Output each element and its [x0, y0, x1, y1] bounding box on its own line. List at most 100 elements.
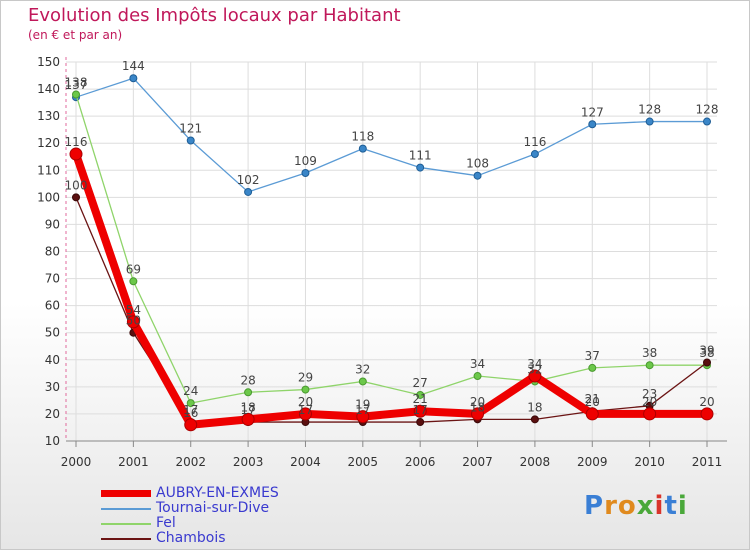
data-point-0 [356, 410, 370, 424]
data-point-1 [301, 168, 310, 177]
logo-letter: i [677, 491, 688, 521]
x-tick-label: 2004 [290, 455, 321, 469]
data-point-1 [645, 117, 654, 126]
data-label-2: 29 [298, 371, 313, 385]
x-tick-label: 2000 [61, 455, 92, 469]
x-tick-label: 2011 [692, 455, 723, 469]
data-point-1 [473, 171, 482, 180]
legend-item-tournai: Tournai-sur-Dive [101, 500, 401, 516]
data-label-3: 50 [126, 314, 141, 328]
x-tick-label: 2002 [175, 455, 206, 469]
data-point-0 [184, 418, 198, 432]
x-tick-label: 2005 [348, 455, 379, 469]
series-line-2 [75, 93, 708, 404]
data-label-1: 144 [122, 59, 145, 73]
data-label-0: 20 [699, 395, 714, 409]
legend: AUBRY-EN-EXMES Tournai-sur-Dive Fel Cham… [101, 485, 401, 546]
x-tick-label: 2007 [462, 455, 493, 469]
data-label-3: 100 [65, 178, 88, 192]
chart-subtitle: (en € et par an) [28, 28, 123, 42]
data-point-0 [643, 407, 657, 421]
data-label-2: 69 [126, 262, 141, 276]
x-tick-label: 2009 [577, 455, 608, 469]
logo-letter: t [664, 491, 678, 521]
data-label-3: 23 [642, 387, 657, 401]
legend-item-chambois: Chambois [101, 530, 401, 546]
data-point-0 [471, 407, 485, 421]
data-label-2: 32 [527, 362, 542, 376]
axis-layer: 10 20 30 40 50 60 70 80 90 100 110 120 130 140 150 2000… [37, 55, 727, 469]
data-label-1: 116 [523, 135, 546, 149]
y-tick-label: 80 [45, 245, 60, 259]
data-label-1: 127 [581, 105, 604, 119]
x-tick-label: 2003 [233, 455, 264, 469]
data-point-3 [703, 358, 711, 367]
data-point-2 [358, 377, 367, 386]
data-label-2: 138 [65, 75, 88, 89]
data-label-0: 20 [470, 395, 485, 409]
data-point-0 [126, 315, 140, 329]
data-label-0: 20 [298, 395, 313, 409]
legend-swatch-aubry [101, 490, 151, 497]
data-label-3: 17 [183, 403, 198, 417]
data-point-2 [301, 385, 310, 394]
logo-letter: i [654, 491, 665, 521]
data-label-0: 20 [642, 395, 657, 409]
data-label-0: 16 [183, 406, 198, 420]
data-point-0 [700, 407, 714, 421]
data-point-3 [530, 415, 539, 424]
legend-item-fel: Fel [101, 515, 401, 531]
y-tick-label: 120 [37, 136, 60, 150]
y-tick-label: 70 [45, 272, 60, 286]
x-tick-label: 2010 [634, 455, 665, 469]
data-label-2: 38 [642, 346, 657, 360]
data-label-3: 18 [470, 400, 485, 414]
data-label-0: 19 [355, 398, 370, 412]
data-point-3 [72, 193, 80, 202]
data-label-1: 137 [65, 78, 88, 92]
proxiti-logo: Proxiti [584, 491, 688, 521]
logo-letter: r [604, 491, 618, 521]
data-point-2 [473, 372, 482, 381]
data-point-1 [588, 120, 597, 129]
data-label-3: 39 [699, 343, 714, 357]
data-point-1 [530, 150, 539, 159]
y-tick-label: 130 [37, 109, 60, 123]
data-point-0 [241, 412, 255, 426]
data-point-1 [129, 74, 138, 83]
data-label-3: 17 [240, 403, 255, 417]
y-tick-label: 20 [45, 407, 60, 421]
data-label-3: 17 [413, 403, 428, 417]
data-label-2: 32 [355, 362, 370, 376]
x-tick-label: 2008 [520, 455, 551, 469]
data-label-1: 102 [237, 173, 260, 187]
data-point-2 [72, 90, 80, 99]
data-point-1 [416, 163, 425, 172]
data-label-3: 17 [355, 403, 370, 417]
chart-title: Evolution des Impôts locaux par Habitant [28, 5, 401, 26]
data-label-1: 109 [294, 154, 317, 168]
legend-label-aubry: AUBRY-EN-EXMES [156, 485, 279, 501]
label-layer: 137 144 121 102 109 118 111 108 116 127 128 128 138 6… [65, 59, 719, 420]
data-point-0 [413, 404, 427, 418]
data-label-1: 128 [696, 103, 719, 117]
data-label-2: 28 [240, 373, 255, 387]
legend-label-tournai: Tournai-sur-Dive [156, 500, 270, 516]
y-tick-label: 110 [37, 163, 60, 177]
data-label-1: 128 [638, 103, 661, 117]
logo-letter: x [636, 491, 655, 521]
data-point-0 [298, 407, 312, 421]
data-point-0 [69, 147, 83, 161]
data-label-3: 21 [585, 392, 600, 406]
data-label-2: 24 [183, 384, 198, 398]
data-label-2: 37 [585, 349, 600, 363]
legend-swatch-chambois [101, 538, 151, 540]
legend-item-aubry: AUBRY-EN-EXMES [101, 485, 401, 501]
data-point-2 [416, 390, 425, 399]
data-point-0 [528, 369, 542, 383]
data-label-0: 116 [65, 135, 88, 149]
data-point-2 [645, 361, 654, 370]
data-label-2: 27 [413, 376, 428, 390]
data-label-0: 54 [126, 303, 141, 317]
